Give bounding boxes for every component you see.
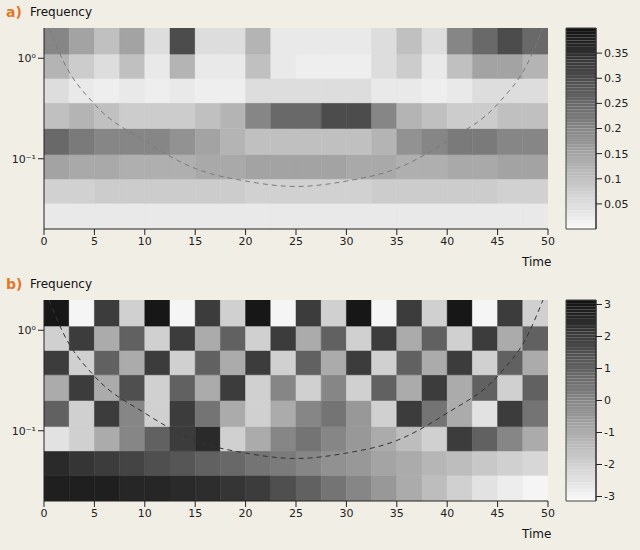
svg-text:0.3: 0.3 — [604, 72, 622, 85]
svg-text:0.1: 0.1 — [604, 173, 622, 186]
svg-text:0: 0 — [41, 235, 48, 248]
svg-text:0.35: 0.35 — [604, 47, 629, 60]
svg-text:45: 45 — [491, 235, 505, 248]
svg-text:5: 5 — [91, 235, 98, 248]
svg-text:15: 15 — [188, 235, 202, 248]
svg-text:0.05: 0.05 — [604, 198, 629, 211]
svg-text:-3: -3 — [604, 490, 615, 503]
svg-text:25: 25 — [289, 507, 303, 520]
svg-text:25: 25 — [289, 235, 303, 248]
svg-text:3: 3 — [604, 298, 611, 311]
html-text:a): a) — [6, 4, 22, 20]
svg-text:30: 30 — [339, 507, 353, 520]
svg-text:0: 0 — [41, 507, 48, 520]
svg-text:10⁻¹: 10⁻¹ — [12, 153, 36, 166]
svg-text:0.2: 0.2 — [604, 122, 622, 135]
svg-text:40: 40 — [440, 235, 454, 248]
svg-text:0: 0 — [604, 394, 611, 407]
html-text:b): b) — [6, 276, 23, 292]
svg-text:5: 5 — [91, 507, 98, 520]
svg-text:50: 50 — [541, 235, 555, 248]
svg-text:-2: -2 — [604, 458, 615, 471]
svg-text:30: 30 — [339, 235, 353, 248]
svg-text:1: 1 — [604, 362, 611, 375]
svg-text:0.25: 0.25 — [604, 97, 629, 110]
svg-text:15: 15 — [188, 507, 202, 520]
svg-text:35: 35 — [390, 507, 404, 520]
svg-text:50: 50 — [541, 507, 555, 520]
html-text:Frequency: Frequency — [30, 5, 92, 19]
svg-text:20: 20 — [239, 507, 253, 520]
svg-text:0.15: 0.15 — [604, 148, 629, 161]
html-text:Time: Time — [522, 527, 552, 541]
svg-text:10⁰: 10⁰ — [18, 324, 37, 337]
html-text:Time: Time — [522, 255, 552, 269]
svg-text:10⁻¹: 10⁻¹ — [12, 425, 36, 438]
svg-text:20: 20 — [239, 235, 253, 248]
svg-text:-1: -1 — [604, 426, 615, 439]
svg-text:40: 40 — [440, 507, 454, 520]
html-text:Frequency: Frequency — [30, 277, 92, 291]
svg-text:10⁰: 10⁰ — [18, 52, 37, 65]
svg-text:10: 10 — [138, 507, 152, 520]
svg-text:35: 35 — [390, 235, 404, 248]
svg-text:10: 10 — [138, 235, 152, 248]
svg-text:2: 2 — [604, 330, 611, 343]
svg-text:45: 45 — [491, 507, 505, 520]
